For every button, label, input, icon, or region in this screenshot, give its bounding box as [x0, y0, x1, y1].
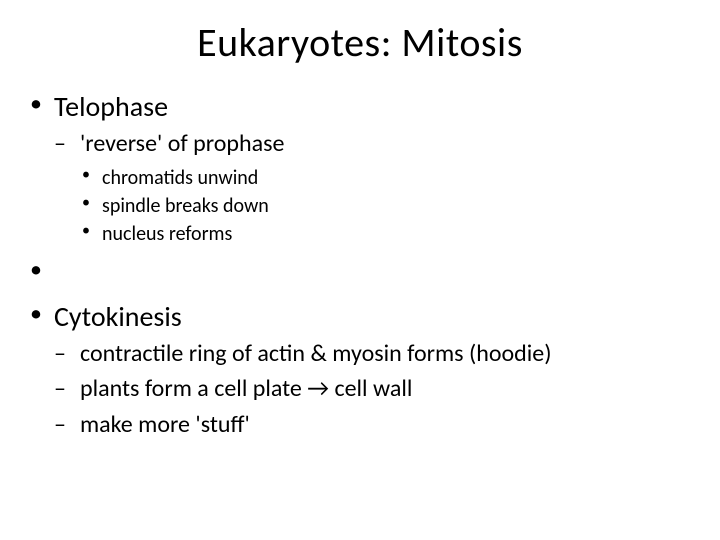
bullet-text: contractile ring of actin & myosin forms…: [80, 339, 552, 368]
slide: Eukaryotes: Mitosis Telophase 'reverse' …: [0, 0, 720, 540]
sub-list: contractile ring of actin & myosin forms…: [54, 338, 692, 440]
bullet-text: spindle breaks down: [102, 194, 269, 218]
list-item: 'reverse' of prophase chromatids unwind …: [54, 128, 692, 247]
bullet-text: 'reverse' of prophase: [80, 129, 284, 158]
list-item: Cytokinesis contractile ring of actin & …: [28, 299, 692, 440]
bullet-list: Telophase 'reverse' of prophase chromati…: [28, 89, 692, 440]
list-item: spindle breaks down: [80, 193, 692, 219]
spacer: [28, 255, 692, 291]
bullet-text: nucleus reforms: [102, 222, 232, 246]
list-item: nucleus reforms: [80, 221, 692, 247]
bullet-text: chromatids unwind: [102, 166, 258, 190]
sub-sub-list: chromatids unwind spindle breaks down nu…: [80, 165, 692, 247]
bullet-text: Cytokinesis: [54, 299, 182, 334]
list-item: contractile ring of actin & myosin forms…: [54, 338, 692, 369]
bullet-text: plants form a cell plate → cell wall: [80, 374, 412, 403]
bullet-text: Telophase: [54, 89, 168, 124]
bullet-text: make more 'stuff': [80, 410, 250, 439]
list-item: chromatids unwind: [80, 165, 692, 191]
list-item: Telophase 'reverse' of prophase chromati…: [28, 89, 692, 247]
slide-title: Eukaryotes: Mitosis: [28, 18, 692, 67]
list-item: make more 'stuff': [54, 409, 692, 440]
sub-list: 'reverse' of prophase chromatids unwind …: [54, 128, 692, 247]
list-item: plants form a cell plate → cell wall: [54, 373, 692, 404]
